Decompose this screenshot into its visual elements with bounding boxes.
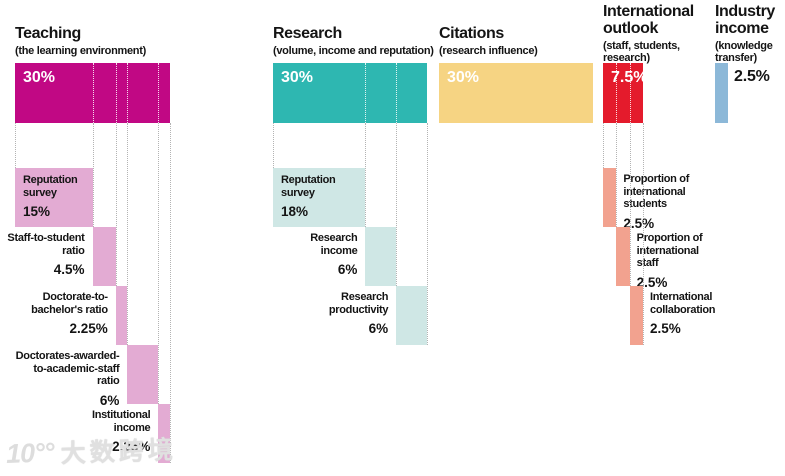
pillar-weight-bar: 30% [273, 63, 427, 123]
sub-indicator-value: 6% [99, 392, 120, 408]
sub-indicator-name: International collaboration [650, 291, 716, 316]
pillar-weight-bar [715, 63, 728, 123]
watermark-text: 大数跨境 [60, 436, 178, 469]
sub-indicator-value: 15% [23, 204, 51, 220]
dotted-guide [92, 123, 94, 227]
sub-indicator-bar [396, 286, 427, 345]
pillar-header: Citations (research influence) [439, 25, 609, 58]
sub-indicator-bar [629, 286, 643, 345]
pillar-weight-label: 30% [281, 69, 314, 86]
sub-indicator-value: 2.5% [650, 321, 681, 337]
sub-indicator-value: 2.25% [69, 321, 108, 337]
sub-indicator-bar [15, 168, 93, 227]
sub-indicator-bar [92, 227, 116, 286]
watermark-logo-icon: 10°° [5, 436, 55, 469]
sub-indicator-label: Institutional income 2.25% [20, 409, 151, 455]
sub-indicator-bar [603, 168, 617, 227]
pillar-weight-label: 2.5% [734, 68, 770, 85]
pillar-weight-bar: 7.5% [603, 63, 648, 123]
bar-separator [115, 63, 117, 123]
sub-indicator-value: 6% [337, 262, 358, 278]
sub-indicator-label: Reputation survey 18% [281, 174, 336, 220]
sub-indicator-bar [115, 286, 128, 345]
sub-indicator-bar [273, 168, 366, 227]
bar-separator [158, 63, 160, 123]
pillar-title: Teaching [15, 25, 81, 42]
sub-indicator-value: 2.25% [112, 439, 151, 455]
sub-indicator-label: Proportion of international staff 2.5% [637, 232, 757, 290]
bar-separator [616, 63, 618, 123]
pillar-subtitle: (the learning environment) [15, 44, 146, 57]
pillar-weight-bar: 30% [439, 63, 593, 123]
pillar-subtitle: (research influence) [439, 44, 538, 57]
dotted-guide [616, 123, 618, 227]
sub-indicator-value: 18% [281, 204, 309, 220]
pillar-subtitle: (knowledge transfer) [715, 39, 773, 64]
pillar-header: Teaching (the learning environment) [15, 25, 185, 58]
pillar-subtitle: (volume, income and reputation) [273, 44, 434, 57]
pillar-weight-label: 7.5% [611, 69, 648, 86]
dotted-guide [115, 123, 117, 286]
pillar-title: International outlook [603, 3, 694, 37]
bar-separator [629, 63, 631, 123]
dotted-guide [629, 123, 631, 286]
sub-indicator-name: Research income [310, 232, 358, 257]
pillar-header: Industry income (knowledge transfer) [715, 3, 785, 65]
bar-separator [365, 63, 367, 123]
watermark: 10°° 大数跨境 [5, 430, 178, 472]
dotted-guide [365, 123, 367, 227]
pillar-title: Research [273, 25, 342, 42]
sub-indicator-name: Research productivity [328, 291, 389, 316]
sub-indicator-label: Research income 6% [227, 232, 357, 277]
sub-indicator-name: Proportion of international staff [636, 232, 703, 270]
sub-indicator-bar [616, 227, 630, 286]
sub-indicator-label: International collaboration 2.5% [650, 291, 770, 336]
bar-separator [92, 63, 94, 123]
pillar-subtitle: (staff, students, research) [603, 39, 680, 64]
sub-indicator-name: Doctorate-to- bachelor's ratio [31, 291, 108, 316]
pillar-header: International outlook (staff, students, r… [603, 3, 773, 65]
dotted-guide [158, 123, 160, 404]
pillar-title: Citations [439, 25, 504, 42]
pillar-weight-label: 30% [447, 69, 480, 86]
sub-indicator-value: 2.5% [623, 215, 655, 231]
sub-indicator-value: 4.5% [53, 262, 85, 278]
sub-indicator-bar [127, 345, 159, 404]
pillar-weight-label: 30% [23, 69, 56, 86]
dotted-guide [127, 123, 129, 345]
dotted-guide [170, 123, 171, 463]
sub-indicator-label: Research productivity 6% [258, 291, 389, 337]
sub-indicator-name: Staff-to-student ratio [7, 232, 85, 257]
sub-indicator-name: Reputation survey [23, 174, 78, 199]
bar-separator [127, 63, 129, 123]
sub-indicator-label: Staff-to-student ratio 4.5% [0, 232, 85, 278]
bar-separator [396, 63, 398, 123]
dotted-guide [15, 123, 16, 168]
pillar-header: Research (volume, income and reputation) [273, 25, 443, 58]
sub-indicator-label: Reputation survey 15% [23, 174, 78, 220]
dotted-guide [643, 123, 644, 345]
sub-indicator-label: Proportion of international students 2.5% [623, 173, 743, 231]
sub-indicator-name: Doctorates-awarded- to-academic-staff ra… [15, 350, 120, 388]
dotted-guide [427, 123, 428, 345]
sub-indicator-bar [365, 227, 397, 286]
sub-indicator-label: Doctorates-awarded- to-academic-staff ra… [0, 350, 120, 408]
sub-indicator-name: Proportion of international students [623, 173, 690, 211]
sub-indicator-value: 6% [368, 321, 389, 337]
sub-indicator-value: 2.5% [636, 274, 668, 290]
dotted-guide [603, 123, 604, 168]
sub-indicator-name: Institutional income [91, 409, 151, 434]
sub-indicator-label: Doctorate-to- bachelor's ratio 2.25% [0, 291, 108, 336]
pillar-title: Industry income [715, 3, 775, 37]
dotted-guide [273, 123, 274, 168]
sub-indicator-name: Reputation survey [281, 174, 336, 199]
dotted-guide [396, 123, 398, 286]
sub-indicator-bar [158, 404, 170, 463]
